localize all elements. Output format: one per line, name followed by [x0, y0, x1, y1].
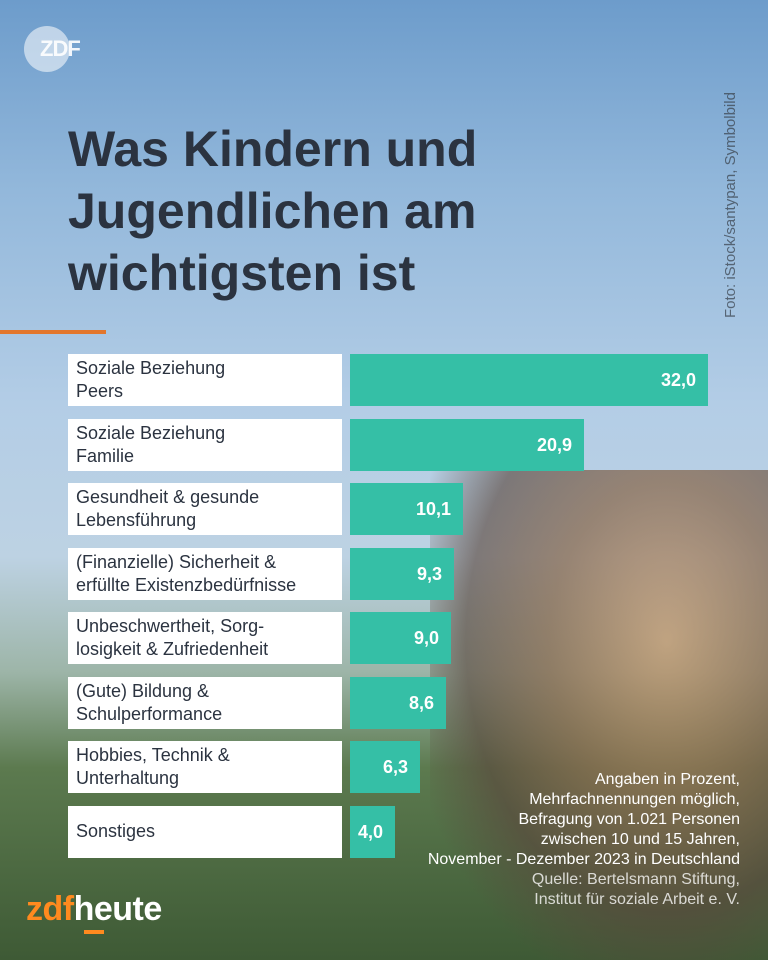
bar-value-label: 10,1 [415, 499, 451, 519]
footnote-line: Befragung von 1.021 Personen [518, 811, 741, 828]
bar-label: (Gute) Bildung & Schulperformance [68, 676, 342, 729]
bar-value-label: 20,9 [536, 434, 572, 455]
bar [350, 418, 584, 471]
brand-zdf: zdf [26, 890, 74, 928]
bar [350, 805, 395, 858]
bar-value-label: 9,3 [416, 563, 442, 584]
title-accent-line [0, 330, 106, 334]
source-line: Quelle: Bertelsmann Stiftung, [531, 871, 740, 888]
footnote-line: zwischen 10 und 15 Jahren, [540, 831, 740, 848]
photo-children [430, 470, 768, 960]
zdf-logo-text: ZDF [40, 36, 81, 61]
bar-value-label: 4,0 [357, 821, 383, 842]
zdfheute-logo: zdfheute [26, 890, 163, 934]
bar-label: Soziale Beziehung Familie [68, 418, 342, 471]
brand-underline [84, 930, 104, 934]
bar-value-label: 8,6 [408, 692, 434, 713]
bar [350, 547, 454, 600]
bar-label: Unbeschwertheit, Sorg- losigkeit & Zufri… [68, 612, 342, 664]
bar-label: Gesundheit & gesunde Lebensführung [68, 483, 342, 535]
zdf-logo-circle [24, 26, 70, 72]
bar-label: Soziale Beziehung Peers [68, 354, 342, 406]
bar-label: Sonstiges [68, 805, 342, 858]
brand-heute: heute [73, 890, 163, 928]
bar-value-label: 6,3 [382, 757, 408, 777]
bar-value-label: 9,0 [413, 628, 439, 648]
footnote-line: Angaben in Prozent, [595, 771, 740, 788]
bar [350, 612, 451, 664]
footnote-line: Mehrfachnennungen möglich, [529, 791, 740, 808]
chart-title: Was Kindern und Jugendlichen am wichtigs… [68, 121, 478, 301]
footnote: Angaben in Prozent, Mehrfachnennungen mö… [320, 770, 740, 910]
bar-value-label: 32,0 [660, 370, 696, 390]
bar-label: (Finanzielle) Sicherheit & erfüllte Exis… [68, 547, 342, 600]
bar [350, 676, 446, 729]
bar [350, 741, 420, 793]
source-line: Institut für soziale Arbeit e. V. [534, 891, 740, 908]
bar-label: Hobbies, Technik & Unterhaltung [68, 741, 342, 793]
photo-credit: Foto: iStock/santypan, Symbolbild [722, 92, 739, 318]
bar [350, 483, 463, 535]
bar [350, 354, 708, 406]
footnote-line: November - Dezember 2023 in Deutschland [427, 851, 740, 868]
